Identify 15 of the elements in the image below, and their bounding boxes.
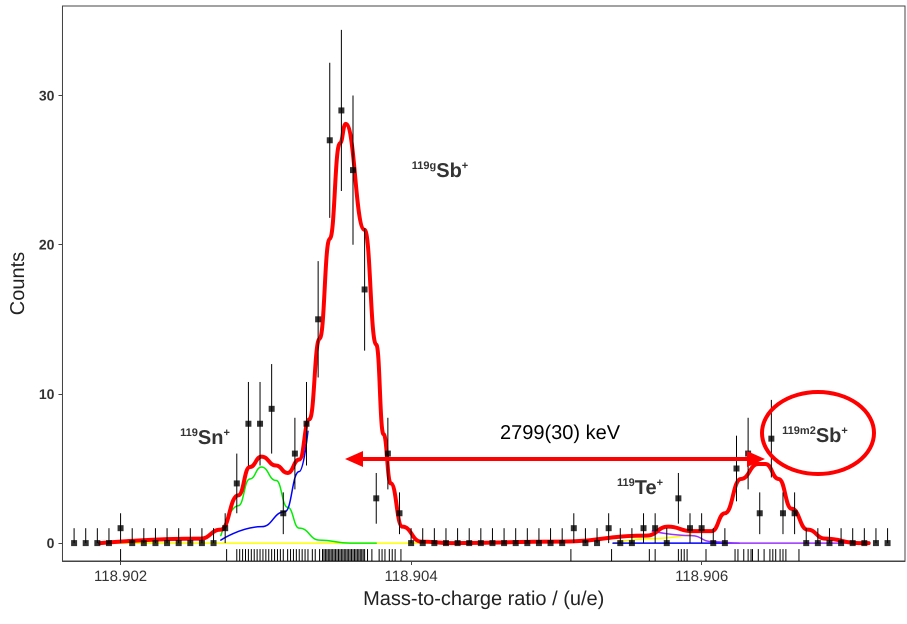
x-tick-label: 118.902: [94, 568, 148, 585]
annotation: $^{119g}$Sb$^{+}$: [412, 160, 468, 182]
x-tick-label: 118.906: [675, 568, 728, 585]
annotation: $^{119}$Te$^{+}$: [616, 477, 664, 499]
y-axis-title: Counts: [7, 252, 29, 316]
annotation: 2799(30) keV: [500, 422, 621, 444]
y-tick-label: 20: [38, 236, 55, 253]
annotation: $^{119}$Sn$^{+}$: [180, 427, 230, 449]
annotation: $^{119m2}$Sb$^{+}$: [782, 425, 848, 447]
y-tick-label: 10: [38, 386, 55, 402]
x-axis-title: Mass-to-charge ratio / (u/e): [363, 588, 604, 610]
y-tick-label: 0: [46, 535, 55, 552]
y-tick-label: 30: [38, 88, 55, 104]
x-tick-label: 118.904: [384, 568, 438, 585]
line-series: [220, 466, 377, 544]
